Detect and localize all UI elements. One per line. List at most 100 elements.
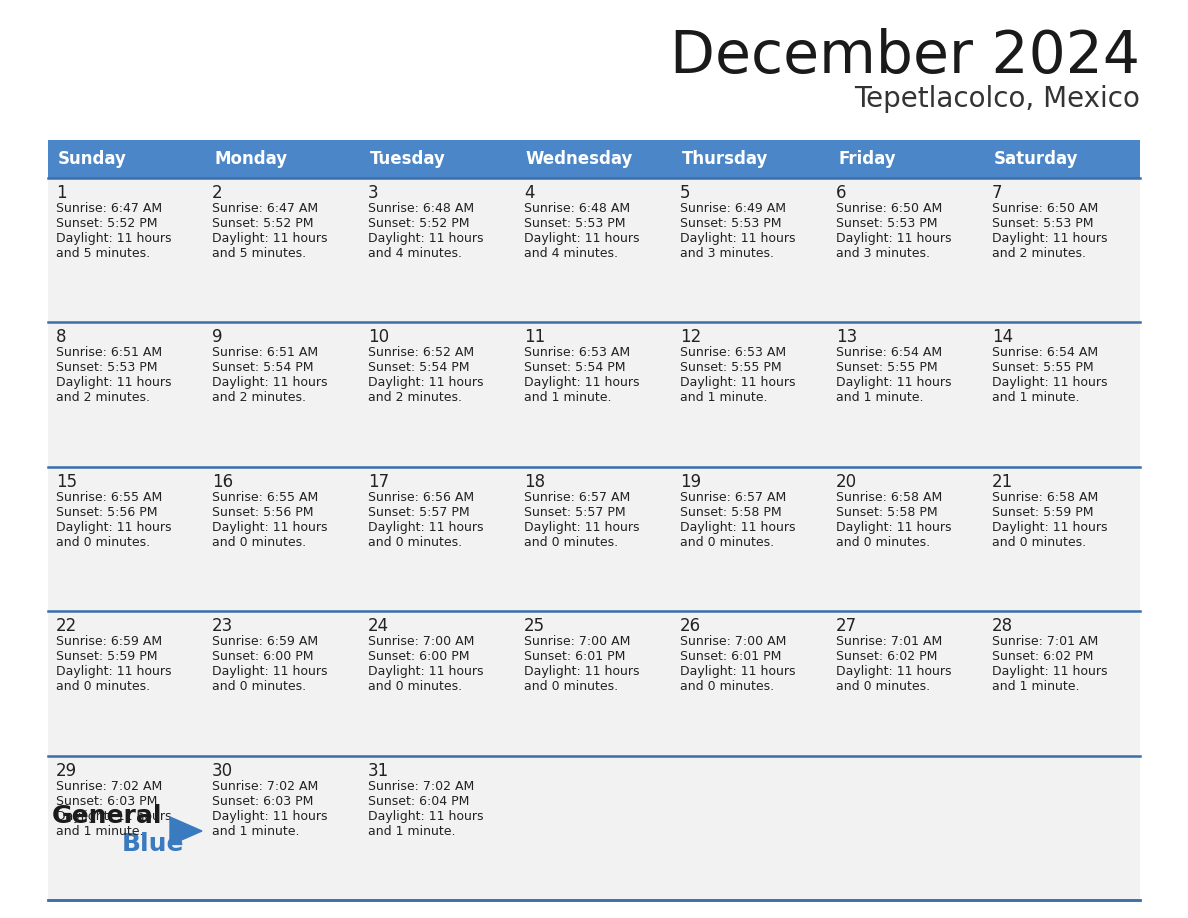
Text: Daylight: 11 hours: Daylight: 11 hours	[211, 810, 328, 823]
Text: Sunset: 5:53 PM: Sunset: 5:53 PM	[524, 217, 626, 230]
Text: Sunset: 5:59 PM: Sunset: 5:59 PM	[992, 506, 1093, 519]
Text: 27: 27	[836, 617, 857, 635]
Text: Sunrise: 7:01 AM: Sunrise: 7:01 AM	[836, 635, 942, 648]
Text: Daylight: 11 hours: Daylight: 11 hours	[836, 232, 952, 245]
FancyBboxPatch shape	[360, 322, 516, 466]
FancyBboxPatch shape	[828, 178, 984, 322]
Text: Sunset: 5:58 PM: Sunset: 5:58 PM	[836, 506, 937, 519]
Text: and 1 minute.: and 1 minute.	[368, 824, 455, 837]
Text: Tepetlacolco, Mexico: Tepetlacolco, Mexico	[854, 85, 1140, 113]
Text: 26: 26	[680, 617, 701, 635]
Text: Sunset: 5:52 PM: Sunset: 5:52 PM	[211, 217, 314, 230]
Text: Sunset: 5:54 PM: Sunset: 5:54 PM	[368, 362, 469, 375]
Text: Daylight: 11 hours: Daylight: 11 hours	[680, 232, 796, 245]
Text: and 3 minutes.: and 3 minutes.	[680, 247, 775, 260]
Text: Sunrise: 7:02 AM: Sunrise: 7:02 AM	[56, 779, 163, 792]
Text: Sunset: 5:57 PM: Sunset: 5:57 PM	[368, 506, 469, 519]
FancyBboxPatch shape	[204, 611, 360, 756]
FancyBboxPatch shape	[828, 756, 984, 900]
FancyBboxPatch shape	[360, 466, 516, 611]
Text: Sunset: 6:04 PM: Sunset: 6:04 PM	[368, 795, 469, 808]
Text: Sunset: 5:52 PM: Sunset: 5:52 PM	[56, 217, 158, 230]
FancyBboxPatch shape	[828, 322, 984, 466]
FancyBboxPatch shape	[516, 611, 672, 756]
Text: Sunrise: 6:59 AM: Sunrise: 6:59 AM	[56, 635, 162, 648]
Text: and 2 minutes.: and 2 minutes.	[368, 391, 462, 405]
FancyBboxPatch shape	[984, 611, 1140, 756]
Text: Daylight: 11 hours: Daylight: 11 hours	[836, 666, 952, 678]
Text: and 1 minute.: and 1 minute.	[211, 824, 299, 837]
Text: Sunrise: 7:00 AM: Sunrise: 7:00 AM	[680, 635, 786, 648]
Text: Sunrise: 6:50 AM: Sunrise: 6:50 AM	[836, 202, 942, 215]
Text: and 0 minutes.: and 0 minutes.	[836, 680, 930, 693]
FancyBboxPatch shape	[828, 466, 984, 611]
Text: Sunrise: 6:51 AM: Sunrise: 6:51 AM	[211, 346, 318, 360]
Text: Daylight: 11 hours: Daylight: 11 hours	[836, 376, 952, 389]
Text: Sunset: 5:52 PM: Sunset: 5:52 PM	[368, 217, 469, 230]
Text: Sunrise: 6:48 AM: Sunrise: 6:48 AM	[368, 202, 474, 215]
Text: and 5 minutes.: and 5 minutes.	[56, 247, 150, 260]
Text: Sunrise: 6:58 AM: Sunrise: 6:58 AM	[836, 491, 942, 504]
Text: Sunset: 6:01 PM: Sunset: 6:01 PM	[524, 650, 625, 663]
Text: and 4 minutes.: and 4 minutes.	[524, 247, 618, 260]
Text: Sunrise: 6:53 AM: Sunrise: 6:53 AM	[524, 346, 630, 360]
FancyBboxPatch shape	[516, 178, 672, 322]
FancyBboxPatch shape	[828, 611, 984, 756]
Text: Daylight: 11 hours: Daylight: 11 hours	[524, 666, 639, 678]
Text: Sunrise: 6:47 AM: Sunrise: 6:47 AM	[56, 202, 162, 215]
Text: and 2 minutes.: and 2 minutes.	[211, 391, 307, 405]
Text: Daylight: 11 hours: Daylight: 11 hours	[992, 232, 1107, 245]
FancyBboxPatch shape	[204, 178, 360, 322]
Text: Daylight: 11 hours: Daylight: 11 hours	[992, 376, 1107, 389]
Text: Daylight: 11 hours: Daylight: 11 hours	[368, 810, 484, 823]
FancyBboxPatch shape	[360, 611, 516, 756]
Text: 14: 14	[992, 329, 1013, 346]
Text: Sunset: 5:56 PM: Sunset: 5:56 PM	[56, 506, 158, 519]
Text: and 3 minutes.: and 3 minutes.	[836, 247, 930, 260]
Text: Sunset: 6:03 PM: Sunset: 6:03 PM	[211, 795, 314, 808]
Text: Sunrise: 6:52 AM: Sunrise: 6:52 AM	[368, 346, 474, 360]
FancyBboxPatch shape	[48, 140, 1140, 178]
Text: Sunrise: 6:57 AM: Sunrise: 6:57 AM	[680, 491, 786, 504]
Text: and 0 minutes.: and 0 minutes.	[211, 680, 307, 693]
Text: Sunset: 5:53 PM: Sunset: 5:53 PM	[992, 217, 1093, 230]
Text: and 1 minute.: and 1 minute.	[836, 391, 923, 405]
Text: 18: 18	[524, 473, 545, 491]
Text: 11: 11	[524, 329, 545, 346]
Text: Sunset: 5:59 PM: Sunset: 5:59 PM	[56, 650, 158, 663]
Text: Sunset: 5:55 PM: Sunset: 5:55 PM	[992, 362, 1094, 375]
Text: Sunrise: 6:50 AM: Sunrise: 6:50 AM	[992, 202, 1098, 215]
Text: 30: 30	[211, 762, 233, 779]
Text: Daylight: 11 hours: Daylight: 11 hours	[524, 232, 639, 245]
Text: Sunrise: 6:57 AM: Sunrise: 6:57 AM	[524, 491, 631, 504]
Text: Sunset: 6:02 PM: Sunset: 6:02 PM	[836, 650, 937, 663]
Text: Wednesday: Wednesday	[526, 150, 633, 168]
Text: Sunrise: 6:59 AM: Sunrise: 6:59 AM	[211, 635, 318, 648]
FancyBboxPatch shape	[516, 756, 672, 900]
Text: Sunrise: 6:55 AM: Sunrise: 6:55 AM	[56, 491, 163, 504]
Text: Daylight: 11 hours: Daylight: 11 hours	[836, 521, 952, 533]
Text: 23: 23	[211, 617, 233, 635]
Text: Daylight: 11 hours: Daylight: 11 hours	[524, 521, 639, 533]
Text: and 0 minutes.: and 0 minutes.	[368, 680, 462, 693]
Text: Sunset: 6:02 PM: Sunset: 6:02 PM	[992, 650, 1093, 663]
FancyBboxPatch shape	[48, 756, 204, 900]
Text: Sunrise: 6:56 AM: Sunrise: 6:56 AM	[368, 491, 474, 504]
Text: and 0 minutes.: and 0 minutes.	[56, 680, 150, 693]
Text: 29: 29	[56, 762, 77, 779]
Text: 31: 31	[368, 762, 390, 779]
Text: and 5 minutes.: and 5 minutes.	[211, 247, 307, 260]
Text: and 0 minutes.: and 0 minutes.	[211, 536, 307, 549]
Text: Sunset: 5:57 PM: Sunset: 5:57 PM	[524, 506, 626, 519]
Text: Sunrise: 6:55 AM: Sunrise: 6:55 AM	[211, 491, 318, 504]
Text: and 0 minutes.: and 0 minutes.	[524, 680, 618, 693]
Text: and 1 minute.: and 1 minute.	[680, 391, 767, 405]
FancyBboxPatch shape	[48, 178, 204, 322]
Text: Sunset: 5:56 PM: Sunset: 5:56 PM	[211, 506, 314, 519]
Text: 5: 5	[680, 184, 690, 202]
Text: Friday: Friday	[838, 150, 896, 168]
Text: Daylight: 11 hours: Daylight: 11 hours	[368, 376, 484, 389]
Text: Sunday: Sunday	[58, 150, 127, 168]
Text: 1: 1	[56, 184, 67, 202]
Text: Sunset: 6:00 PM: Sunset: 6:00 PM	[368, 650, 469, 663]
